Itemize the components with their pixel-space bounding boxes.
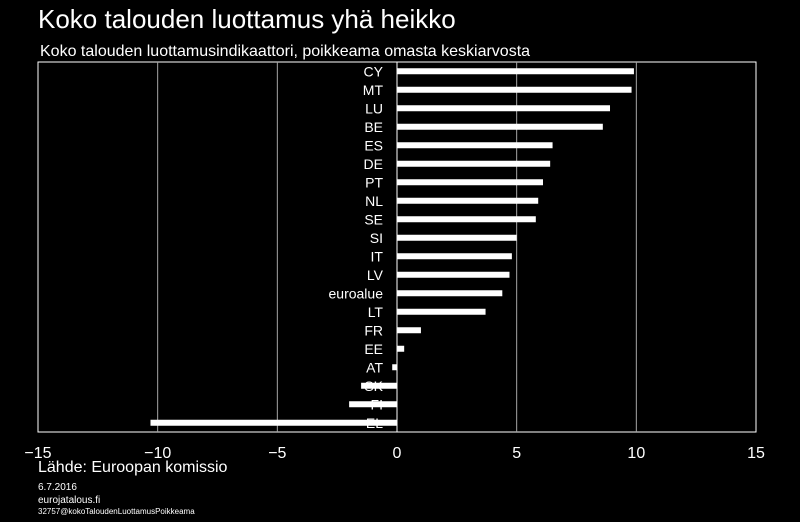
bar-be: [397, 123, 603, 130]
bar-at: [392, 364, 397, 371]
bar-fi: [349, 401, 397, 408]
x-tick-label: 15: [747, 445, 765, 462]
category-label: BE: [364, 119, 383, 135]
bar-se: [397, 216, 536, 223]
bar-lu: [397, 105, 611, 112]
category-label: NL: [365, 193, 383, 209]
category-label: LU: [365, 100, 383, 116]
bar-cy: [397, 68, 634, 75]
bar-pt: [397, 179, 543, 186]
x-tick-label: 0: [393, 445, 402, 462]
site-note: eurojatalous.fi: [38, 495, 101, 506]
category-label: SI: [370, 230, 383, 246]
bar-el: [150, 419, 397, 426]
bar-lt: [397, 308, 486, 315]
category-label: euroalue: [329, 285, 384, 301]
x-tick-label: −15: [24, 445, 51, 462]
category-label: AT: [366, 359, 383, 375]
bar-fr: [397, 327, 421, 334]
chart-code-note: 32757@kokoTaloudenLuottamusPoikkeama: [38, 507, 195, 516]
category-label: PT: [365, 174, 383, 190]
bar-ee: [397, 345, 405, 352]
category-label: EE: [364, 341, 383, 357]
bar-nl: [397, 197, 539, 204]
chart-title: Koko talouden luottamus yhä heikko: [38, 4, 456, 34]
category-label: EL: [366, 415, 383, 431]
bar-euroalue: [397, 290, 503, 297]
bar-si: [397, 234, 517, 241]
source-note: Lähde: Euroopan komissio: [38, 459, 228, 476]
bar-sk: [361, 382, 397, 389]
bar-lv: [397, 271, 510, 278]
x-tick-label: −5: [268, 445, 286, 462]
category-label: IT: [371, 248, 384, 264]
bar-it: [397, 253, 512, 260]
chart-subtitle: Koko talouden luottamusindikaattori, poi…: [40, 43, 531, 60]
x-tick-label: 5: [512, 445, 521, 462]
bar-es: [397, 142, 553, 149]
x-tick-label: −10: [144, 445, 171, 462]
category-label: DE: [364, 156, 383, 172]
category-label: LT: [368, 304, 384, 320]
bar-de: [397, 160, 551, 167]
category-label: FR: [364, 322, 383, 338]
bar-mt: [397, 86, 632, 93]
category-label: ES: [364, 137, 383, 153]
category-label: LV: [367, 267, 384, 283]
x-tick-label: 10: [627, 445, 645, 462]
date-note: 6.7.2016: [38, 482, 77, 493]
category-label: SE: [364, 211, 383, 227]
category-label: SK: [364, 378, 383, 394]
category-label: MT: [363, 82, 384, 98]
category-label: CY: [364, 63, 384, 79]
category-label: FI: [371, 396, 383, 412]
